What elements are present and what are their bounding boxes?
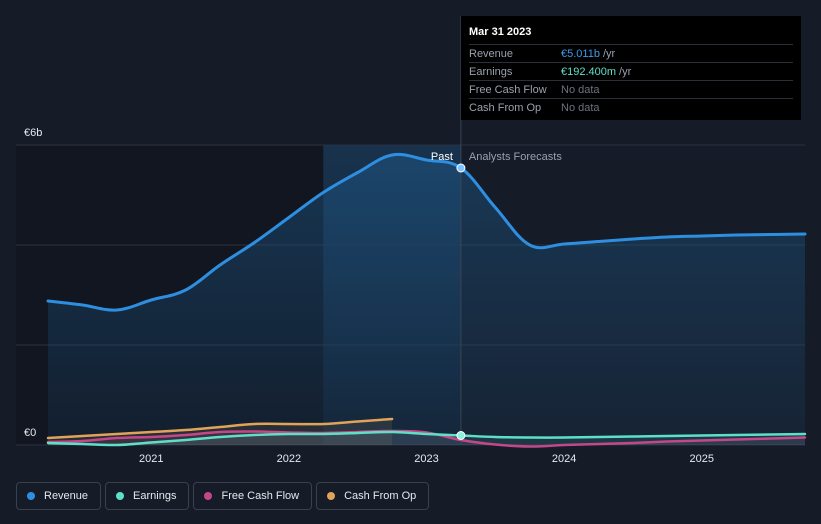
revenue-area	[48, 154, 805, 445]
tooltip-row-cash-from-op: Cash From Op No data	[469, 99, 793, 116]
legend-item-revenue[interactable]: Revenue	[16, 482, 102, 510]
legend-item-free-cash-flow[interactable]: Free Cash Flow	[193, 482, 313, 510]
tooltip-label: Cash From Op	[469, 101, 542, 114]
revenue-marker	[456, 163, 466, 173]
tooltip-unit: /yr	[602, 47, 616, 60]
tooltip-value: No data	[561, 101, 600, 114]
legend-dot-icon	[27, 492, 35, 500]
tooltip-row-free-cash-flow: Free Cash Flow No data	[469, 81, 793, 99]
forecast-label: Analysts Forecasts	[469, 151, 562, 163]
tooltip-unit: /yr	[619, 65, 632, 78]
tooltip-row-earnings: Earnings €192.400m /yr	[469, 63, 793, 81]
legend-dot-icon	[204, 492, 213, 500]
tooltip-value: €192.400m	[561, 65, 617, 78]
legend-label: Earnings	[133, 490, 177, 502]
past-label: Past	[431, 151, 453, 163]
tooltip: Mar 31 2023 Revenue €5.011b /yr Earnings…	[461, 16, 801, 120]
tooltip-value: €5.011b	[561, 47, 600, 60]
tooltip-date: Mar 31 2023	[469, 24, 793, 45]
series-lines	[46, 152, 807, 448]
tooltip-label: Free Cash Flow	[469, 83, 547, 96]
legend-dot-icon	[116, 492, 125, 500]
tooltip-label: Revenue	[469, 47, 514, 60]
legend-label: Revenue	[44, 490, 89, 502]
series-markers	[456, 163, 466, 440]
legend-label: Free Cash Flow	[221, 490, 300, 502]
x-tick-labels: 2021 2022 2023 2024 2025	[139, 453, 714, 465]
legend-label: Cash From Op	[344, 490, 417, 502]
y-tick-labels: €0 €6b	[24, 127, 42, 439]
tooltip-row-revenue: Revenue €5.011b /yr	[469, 45, 793, 63]
y-tick-label: €0	[24, 427, 36, 439]
earnings-marker	[456, 431, 466, 440]
x-tick-label: 2023	[414, 453, 438, 465]
legend: Revenue Earnings Free Cash Flow Cash Fro…	[16, 482, 430, 510]
x-tick-label: 2021	[139, 453, 163, 465]
x-tick-label: 2025	[690, 453, 714, 465]
earnings-line	[46, 430, 807, 447]
revenue-line	[46, 152, 807, 312]
x-tick-label: 2022	[277, 453, 301, 465]
legend-item-cash-from-op[interactable]: Cash From Op	[316, 482, 430, 510]
legend-dot-icon	[327, 492, 336, 500]
x-tick-label: 2024	[552, 453, 576, 465]
tooltip-label: Earnings	[469, 65, 513, 78]
tooltip-value: No data	[561, 83, 600, 96]
cash-from-op-line	[46, 417, 394, 440]
y-tick-label: €6b	[24, 127, 42, 139]
legend-item-earnings[interactable]: Earnings	[105, 482, 190, 510]
free-cash-flow-line	[46, 429, 807, 448]
